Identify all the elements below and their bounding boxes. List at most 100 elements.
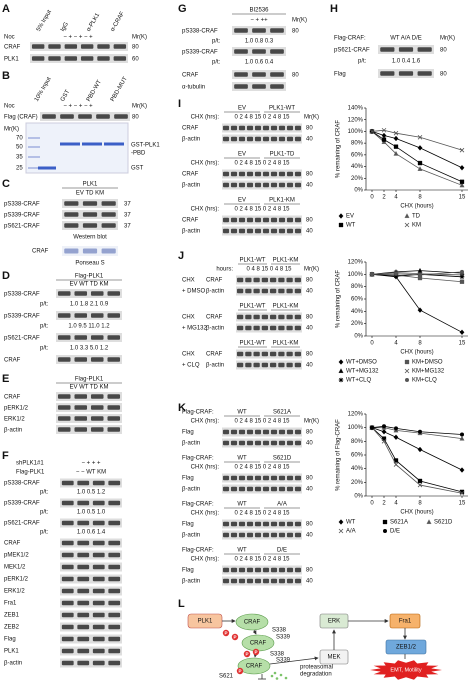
band [294,228,302,234]
band [294,475,302,481]
blot-label: ERK1/2 [4,589,25,595]
blot-label: Flag [182,430,194,436]
legend-label: KM+CLQ [412,378,437,384]
band [74,291,88,296]
diagram-label: S339 [276,635,291,641]
label: CHX (hrs): [191,115,220,121]
blot-label: PLK1 [4,649,19,655]
band [236,351,244,357]
group-label: PLK1-TD [270,152,295,158]
band [294,314,302,320]
blot [236,360,302,370]
lane-label: 0 4 8 15 0 4 8 15 [246,267,292,273]
label: CHX (hrs): [191,161,220,167]
band [238,532,246,538]
point [459,165,465,171]
craf-node [237,657,271,675]
mw-label: 40 [306,487,313,493]
blot-label: Mr(K) [132,35,147,41]
x-tick-label: 0 [370,195,374,201]
band [92,552,105,558]
band [77,624,90,630]
band [278,325,285,331]
blot-label: pS338-CRAF [182,29,218,35]
x-axis-label: CHX (hours) [400,204,433,210]
panel-letter: D [2,270,10,282]
band [74,405,88,410]
legend-marker [338,377,344,383]
series-line [371,271,463,276]
band [246,578,254,584]
band [236,277,244,283]
band [270,182,278,188]
band [230,217,238,223]
blot [56,311,122,320]
band [230,171,238,177]
band [278,125,286,131]
group-label: A/A [277,502,287,508]
blot [60,598,122,608]
blot-label: pS338-CRAF [4,202,40,208]
blot-label: Mr(K) [440,36,455,42]
blot [60,550,122,560]
group-label: PLK1-WT [269,106,295,112]
group-label: D/E [277,548,287,554]
blot [60,646,122,656]
diagram-label: degradation [300,672,332,678]
blot-label: CRAF [4,395,21,401]
band [64,56,78,61]
y-tick-label: 40% [351,309,364,315]
panel-letter: G [178,3,187,15]
legend-label: WT+DMSO [346,360,377,366]
band [294,532,302,538]
mw-label: 40 [306,326,313,332]
lane-label: 0 2 4 8 15 0 2 4 8 15 [234,557,290,563]
label: Flag-CRAF: [182,410,214,416]
band [262,125,270,131]
legend-marker [338,368,344,373]
blot-label: − + ++ [250,18,268,24]
band [77,660,90,666]
band [269,351,277,357]
band [238,136,246,142]
band [222,171,230,177]
band [278,475,286,481]
band [77,552,90,558]
diagram-label: MEK [327,655,340,661]
band [236,288,244,294]
blot-label: PLK1 [83,182,98,188]
ladder-band [28,167,40,169]
blot-label: Flag-PLK1 [75,377,104,383]
blot-label: 25 [16,166,23,172]
legend-marker [404,222,410,228]
band [61,612,74,618]
band [42,114,56,119]
band [48,56,61,61]
legend-marker [404,359,410,365]
blot-label: CRAF [206,352,223,358]
x-tick-label: 15 [459,195,466,201]
band [278,217,286,223]
panel-letter: E [2,373,9,385]
diagram-label: S621 [219,674,234,680]
condition-label: CHX [182,278,195,284]
blot-label: WT A/A D/E [390,36,422,42]
mw-label: 80 [306,430,313,436]
band [80,56,94,61]
blot-label: − − WT KM [76,470,106,476]
blot-label: 70 [16,136,23,142]
legend-marker [338,222,344,228]
band [253,325,260,331]
ladder-band [28,137,40,139]
blot-label: pS621-CRAF [4,336,40,342]
band [246,532,254,538]
band [278,429,286,435]
group-label: PLK1-WT [239,258,265,264]
x-tick-label: 8 [418,501,422,507]
phospho-dot [231,633,239,641]
band [57,313,71,318]
blot-label: BI2536 [249,8,269,14]
point [417,160,423,166]
blot [236,275,302,285]
band [286,521,294,527]
